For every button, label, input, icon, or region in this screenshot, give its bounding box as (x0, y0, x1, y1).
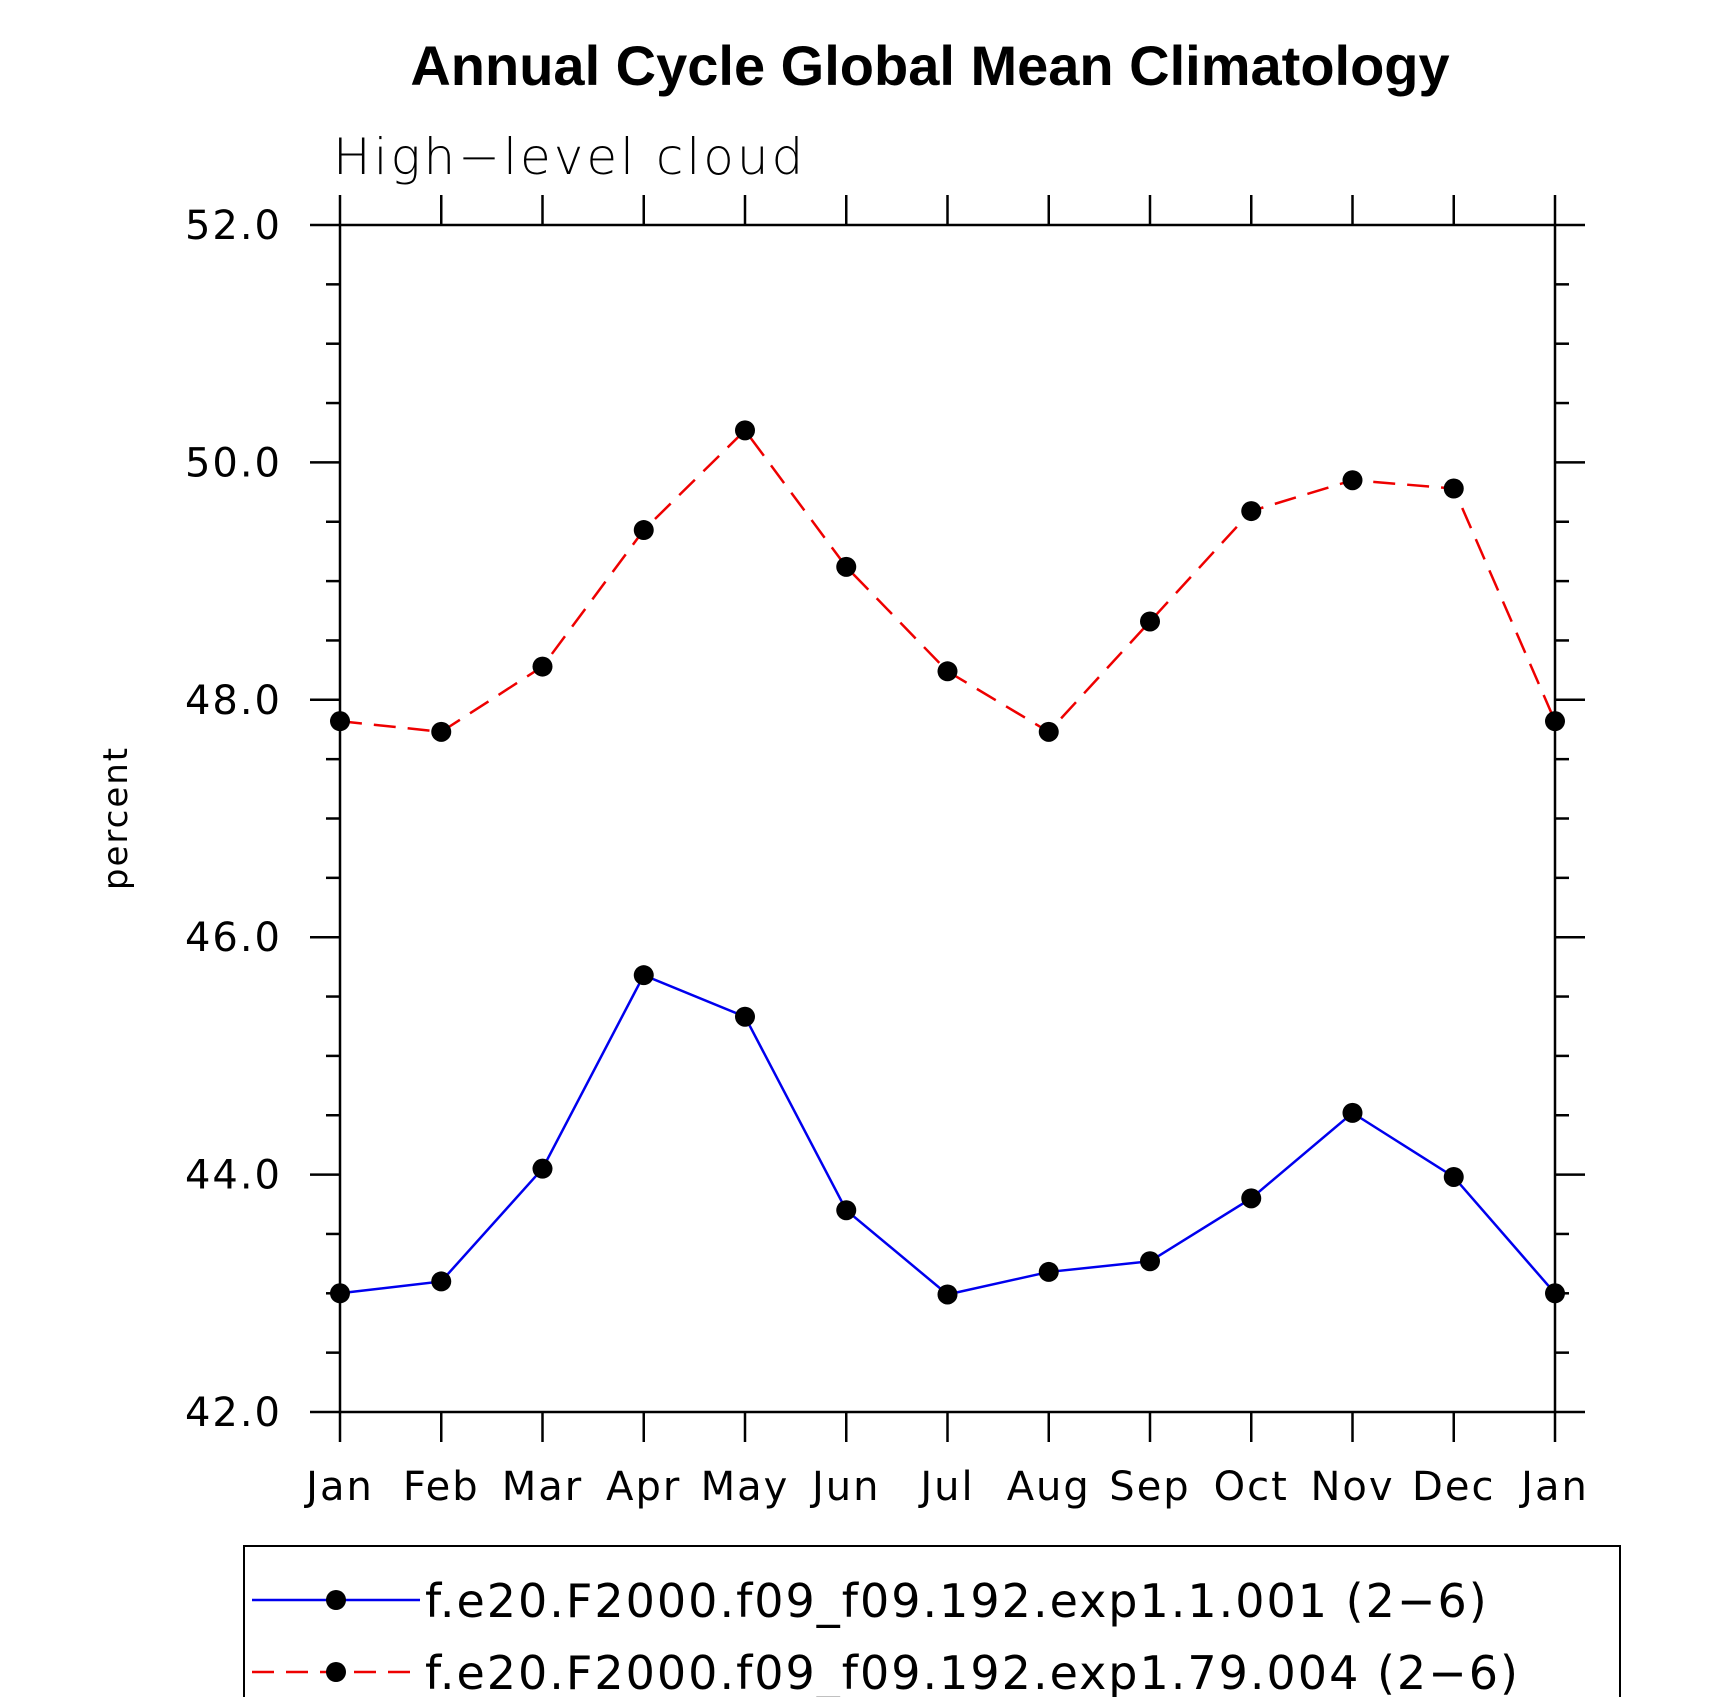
x-tick-label: Feb (403, 1464, 480, 1510)
y-axis-label: percent (96, 746, 136, 890)
data-point (1545, 711, 1565, 732)
x-tick-label: Aug (1007, 1464, 1091, 1510)
legend-item-2: f.e20.F2000.f09_f09.192.exp1.79.004 (2−6… (252, 1646, 1520, 1697)
series-2 (330, 420, 1565, 742)
x-tick-label: Mar (502, 1464, 583, 1510)
data-point (1038, 721, 1059, 742)
chart-subtitle: High−level cloud (333, 128, 806, 186)
data-point (330, 1283, 350, 1304)
y-tick-label: 42.0 (185, 1390, 282, 1436)
data-point (937, 661, 958, 682)
data-point (1342, 1102, 1363, 1123)
x-tick-label: Jan (303, 1464, 374, 1510)
data-point (1241, 501, 1262, 522)
x-tick-label: Nov (1310, 1464, 1394, 1510)
data-point (1443, 1166, 1464, 1187)
legend-label: f.e20.F2000.f09_f09.192.exp1.79.004 (2−6… (425, 1646, 1520, 1697)
data-point (633, 965, 654, 986)
data-point (735, 420, 755, 441)
y-tick-label: 52.0 (185, 203, 282, 249)
plot-axes: 42.0 44.0 46.0 48.0 50.0 52.0 Jan Feb Mar Apr May J… (185, 195, 1589, 1510)
legend-label: f.e20.F2000.f09_f09.192.exp1.1.001 (2−6) (425, 1574, 1489, 1628)
series-line (339, 973, 1556, 1296)
x-tick-label: Apr (606, 1464, 681, 1510)
data-point (431, 1271, 452, 1292)
data-point (1241, 1188, 1262, 1209)
data-point (633, 520, 654, 541)
data-point (1545, 1283, 1565, 1304)
data-point (431, 721, 452, 742)
data-point (1140, 611, 1160, 632)
x-tick-label: Sep (1109, 1464, 1190, 1510)
legend: f.e20.F2000.f09_f09.192.exp1.1.001 (2−6)… (243, 1545, 1621, 1697)
data-point (330, 711, 350, 732)
legend-box (243, 1545, 1621, 1697)
data-point (532, 656, 553, 677)
x-tick-label: Dec (1412, 1464, 1495, 1510)
y-tick-label: 50.0 (185, 440, 282, 486)
data-point (836, 556, 857, 577)
data-point (836, 1200, 857, 1221)
legend-marker (326, 1590, 346, 1610)
data-point (1140, 1251, 1160, 1272)
y-tick-label: 46.0 (185, 915, 282, 961)
x-tick-label: May (701, 1464, 790, 1510)
series-1 (330, 965, 1565, 1305)
data-point (1443, 478, 1464, 499)
y-tick-label: 48.0 (185, 678, 282, 724)
x-tick-label: Jun (809, 1464, 881, 1510)
plot-frame (338, 223, 1557, 1414)
legend-marker (326, 1662, 346, 1682)
x-tick-label: Jul (917, 1464, 974, 1510)
data-point (937, 1284, 958, 1305)
data-point (735, 1006, 755, 1027)
data-point (1342, 470, 1363, 491)
x-tick-label: Jan (1518, 1464, 1589, 1510)
x-tick-label: Oct (1214, 1464, 1289, 1510)
chart-title: Annual Cycle Global Mean Climatology (410, 34, 1449, 97)
data-point (532, 1158, 553, 1179)
data-point (1038, 1261, 1059, 1282)
series-layer (330, 420, 1565, 1305)
series-line (339, 428, 1557, 734)
y-tick-label: 44.0 (185, 1153, 282, 1199)
legend-item-1: f.e20.F2000.f09_f09.192.exp1.1.001 (2−6) (252, 1574, 1489, 1628)
